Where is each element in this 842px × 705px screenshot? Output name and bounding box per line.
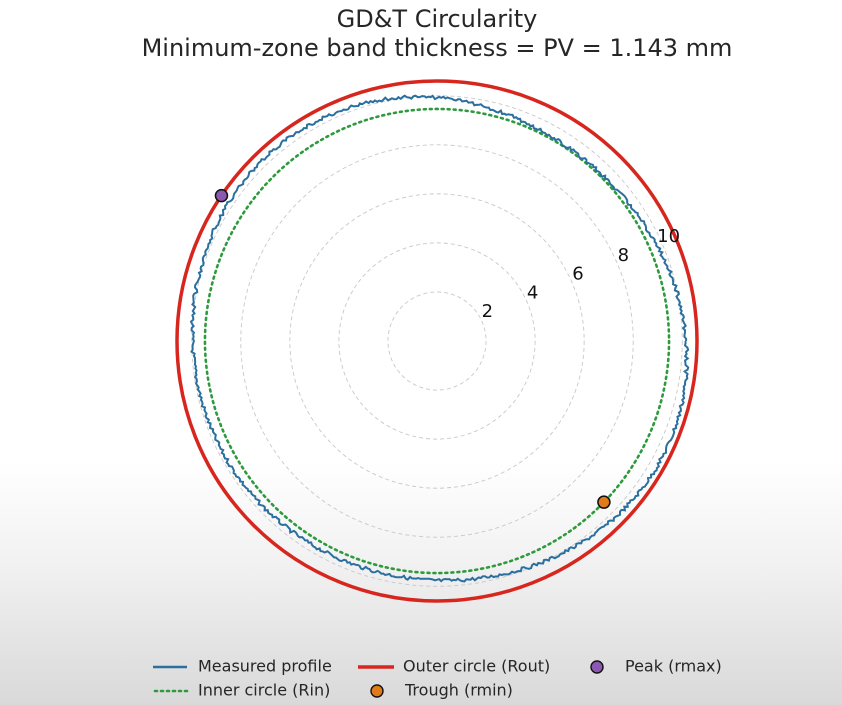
legend-label-peak-rmax: Peak (rmax) bbox=[625, 657, 722, 676]
legend-swatch-peak-rmax bbox=[590, 660, 604, 674]
legend: Measured profile Outer circle (Rout) Peak … bbox=[153, 657, 722, 700]
r-tick-label-6: 6 bbox=[572, 264, 583, 285]
chart-title: GD&T Circularity bbox=[337, 5, 538, 33]
r-tick-label-8: 8 bbox=[618, 245, 629, 266]
polar-plot-area: 2 4 6 8 10 bbox=[175, 79, 699, 603]
grid-circle-8 bbox=[240, 144, 634, 538]
r-tick-label-2: 2 bbox=[482, 301, 493, 322]
legend-label-inner-circle-rin: Inner circle (Rin) bbox=[198, 681, 330, 700]
grid-circle-2 bbox=[387, 291, 487, 391]
grid-circle-6 bbox=[289, 193, 585, 489]
grid-circle-10 bbox=[191, 95, 683, 587]
legend-label-outer-circle-rout: Outer circle (Rout) bbox=[403, 657, 550, 676]
legend-swatch-trough-rmin bbox=[370, 684, 384, 698]
r-tick-label-10: 10 bbox=[657, 226, 680, 247]
r-tick-label-4: 4 bbox=[527, 282, 538, 303]
peak-marker bbox=[214, 188, 229, 203]
grid-circle-4 bbox=[338, 242, 536, 440]
legend-label-measured-profile: Measured profile bbox=[198, 657, 332, 676]
trough-marker bbox=[597, 495, 611, 509]
inner-circle bbox=[203, 107, 671, 575]
measured-profile-line bbox=[189, 94, 690, 583]
outer-circle bbox=[175, 79, 699, 603]
legend-label-trough-rmin: Trough (rmin) bbox=[404, 681, 513, 700]
chart-subtitle: Minimum-zone band thickness = PV = 1.143… bbox=[142, 34, 733, 62]
